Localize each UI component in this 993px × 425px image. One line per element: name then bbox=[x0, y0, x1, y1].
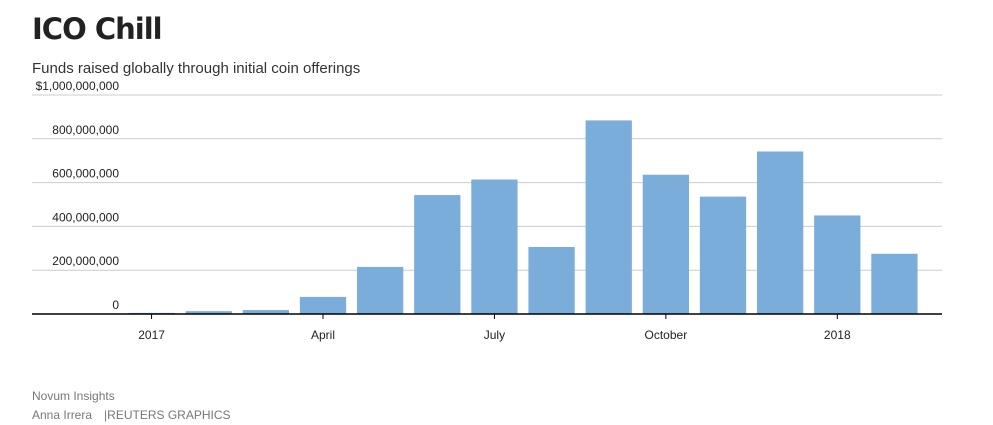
x-tick-label: October bbox=[645, 328, 688, 342]
x-tick-label: 2017 bbox=[138, 328, 165, 342]
y-tick-label: 0 bbox=[112, 298, 119, 312]
credit-line: Anna Irrera |REUTERS GRAPHICS bbox=[32, 408, 231, 422]
bar-2017-10 bbox=[642, 174, 689, 314]
x-tick-label: April bbox=[311, 328, 335, 342]
source-note: Novum Insights bbox=[32, 389, 115, 403]
bars bbox=[128, 120, 918, 315]
y-axis-labels: 0 200,000,000 400,000,000 600,000,000 800,00… bbox=[36, 79, 120, 312]
y-tick-label: $1,000,000,000 bbox=[36, 79, 120, 93]
chart-subtitle: Funds raised globally through initial co… bbox=[32, 60, 361, 77]
bar-2017-03 bbox=[242, 310, 289, 314]
y-tick-label: 800,000,000 bbox=[52, 123, 119, 137]
bar-2018-02 bbox=[871, 253, 918, 314]
bar-2017-02 bbox=[185, 311, 232, 314]
bar-2017-09 bbox=[585, 120, 632, 315]
credit-publisher: REUTERS GRAPHICS bbox=[107, 408, 231, 422]
x-axis-labels: 2017 April July October 2018 bbox=[138, 314, 851, 342]
y-tick-label: 400,000,000 bbox=[52, 210, 119, 224]
y-tick-label: 200,000,000 bbox=[52, 254, 119, 268]
bar-2017-08 bbox=[528, 246, 575, 314]
x-tick-label: July bbox=[484, 328, 505, 342]
bar-2017-11 bbox=[699, 196, 747, 314]
y-tick-label: 600,000,000 bbox=[52, 167, 119, 181]
bar-2017-12 bbox=[757, 151, 804, 314]
bar-2018-01 bbox=[814, 215, 861, 314]
credit-author: Anna Irrera bbox=[32, 408, 93, 422]
bar-2017-07 bbox=[471, 179, 518, 314]
bar-2017-06 bbox=[414, 195, 461, 314]
bar-2017-05 bbox=[357, 266, 404, 314]
chart-title: ICO Chill bbox=[32, 12, 163, 46]
credit-separator: | bbox=[104, 408, 108, 422]
bar-2017-04 bbox=[299, 296, 347, 314]
x-tick-label: 2018 bbox=[824, 328, 851, 342]
